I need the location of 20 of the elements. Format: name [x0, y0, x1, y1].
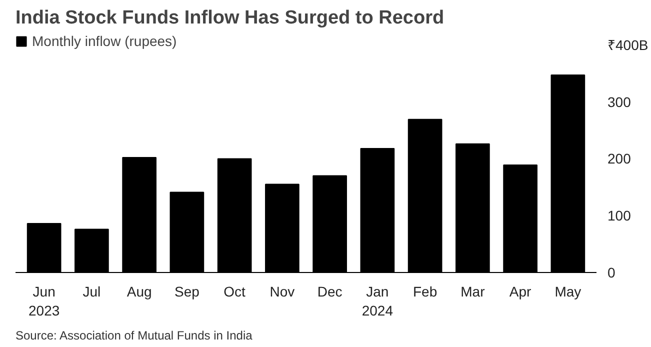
- source-note: Source: Association of Mutual Funds in India: [16, 328, 253, 342]
- y-tick-label: 200: [608, 150, 632, 167]
- x-tick-label: May: [554, 284, 582, 300]
- x-tick-label: Oct: [224, 284, 246, 300]
- x-tick-label: Aug: [126, 284, 152, 300]
- x-tick-label: Dec: [317, 284, 342, 300]
- x-tick-label: Jun 2023: [28, 284, 60, 319]
- x-tick-label: Mar: [460, 284, 486, 300]
- x-tick-label: Nov: [270, 284, 295, 300]
- x-tick-label: Apr: [509, 284, 532, 300]
- y-tick-label: 100: [608, 208, 632, 224]
- x-tick-label: Jul: [82, 284, 101, 300]
- y-tick-label: ₹400B: [608, 36, 648, 53]
- x-tick-label: Sep: [174, 284, 200, 300]
- x-tick-label: Feb: [412, 284, 438, 300]
- legend-label: Monthly inflow (rupees): [32, 33, 177, 49]
- y-tick-label: 0: [608, 264, 616, 280]
- x-tick-label: Jan 2024: [362, 284, 394, 319]
- chart-title: India Stock Funds Inflow Has Surged to Record: [16, 8, 444, 28]
- y-tick-label: 300: [608, 94, 632, 110]
